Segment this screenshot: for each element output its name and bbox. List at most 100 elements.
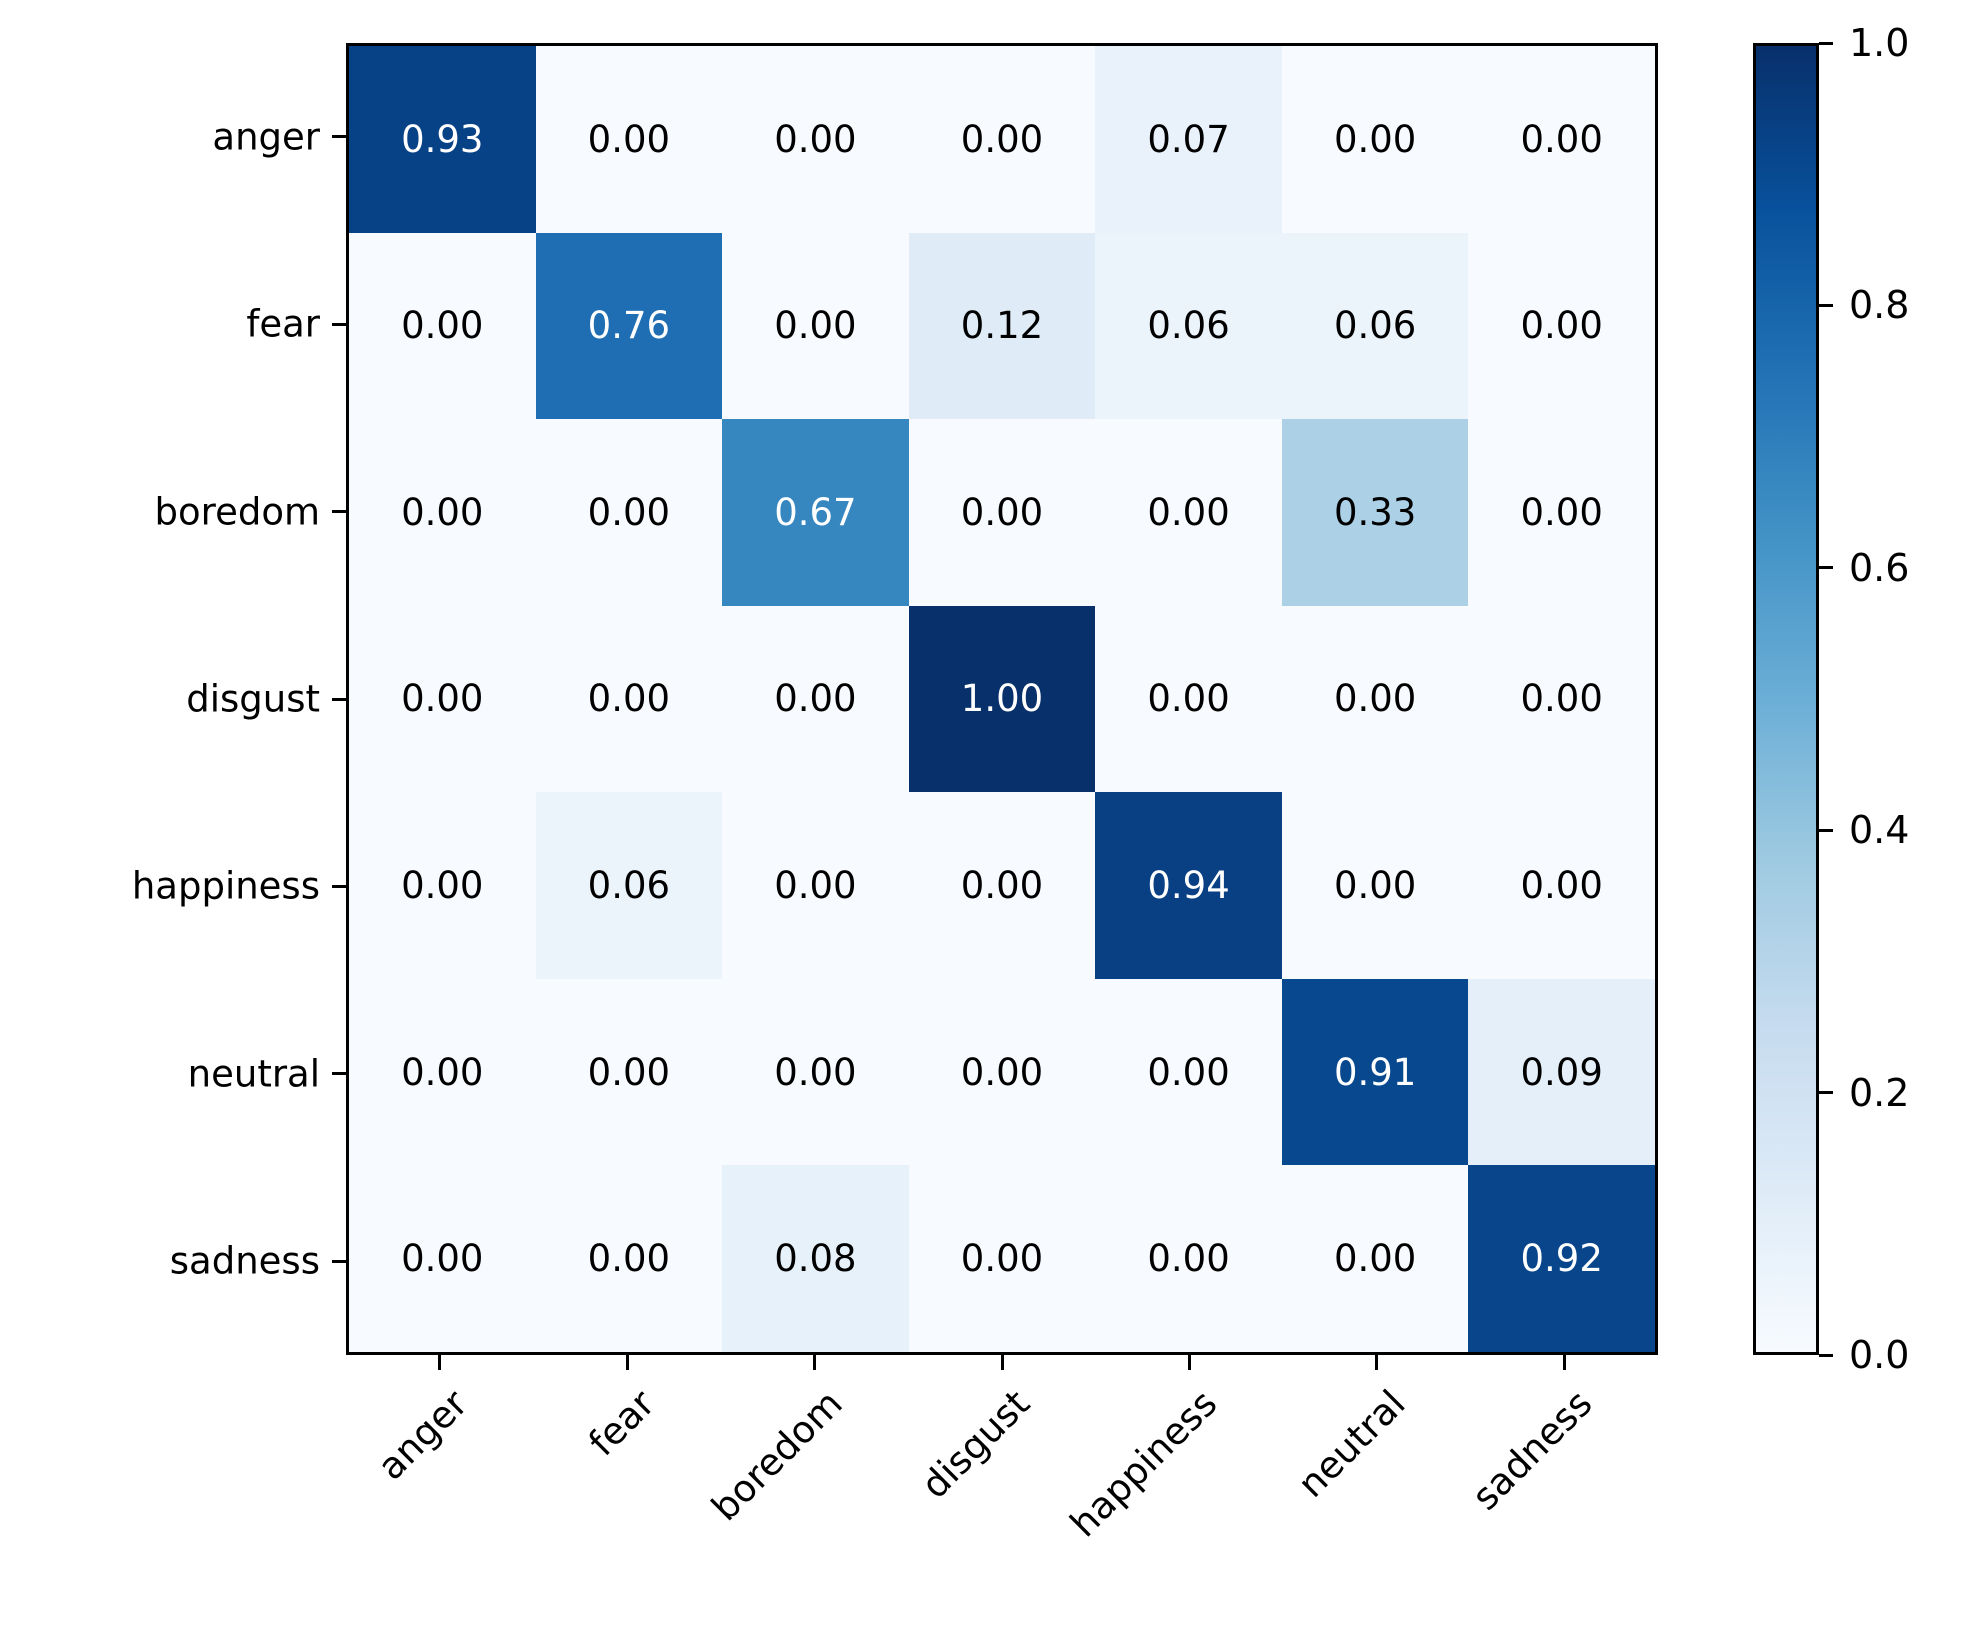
cell-value: 0.91 [1333, 1050, 1417, 1094]
x-tick-label-sadness: sadness [1463, 1381, 1601, 1519]
cell-value: 0.00 [960, 1050, 1044, 1094]
cell-value: 0.00 [401, 490, 484, 534]
cell-value: 0.00 [774, 117, 857, 161]
matrix-cell-neutral-boredom: 0.00 [722, 978, 909, 1166]
cell-value: 0.00 [960, 864, 1044, 908]
colorbar-tick-label-0.6: 0.6 [1849, 545, 1910, 590]
cell-value: 0.92 [1520, 1237, 1603, 1281]
cell-value: 0.00 [1147, 1237, 1230, 1281]
colorbar-tick-mark [1819, 566, 1833, 570]
matrix-cell-disgust-anger: 0.00 [349, 605, 536, 793]
colorbar-tick-mark [1819, 1353, 1833, 1357]
matrix-cell-happiness-sadness: 0.00 [1468, 792, 1655, 979]
cell-value: 0.00 [1520, 117, 1603, 161]
colorbar-tick-label-0.4: 0.4 [1849, 808, 1910, 853]
cell-value: 0.00 [587, 1237, 671, 1281]
matrix-cell-boredom-anger: 0.00 [349, 419, 536, 606]
matrix-cell-sadness-fear: 0.00 [535, 1165, 723, 1352]
matrix-cell-anger-happiness: 0.07 [1095, 46, 1282, 233]
cell-value: 0.00 [1520, 490, 1603, 534]
cell-value: 0.00 [401, 677, 484, 721]
matrix-cell-neutral-happiness: 0.00 [1095, 978, 1282, 1166]
matrix-cell-fear-neutral: 0.06 [1281, 232, 1469, 420]
cell-value: 0.06 [1333, 304, 1417, 348]
colorbar [1753, 43, 1819, 1355]
matrix-cell-sadness-boredom: 0.08 [722, 1165, 909, 1352]
matrix-cell-happiness-disgust: 0.00 [908, 792, 1096, 979]
colorbar-tick-label-0.2: 0.2 [1849, 1070, 1910, 1115]
cell-value: 0.00 [774, 864, 857, 908]
matrix-cell-happiness-anger: 0.00 [349, 792, 536, 979]
cell-value: 0.00 [401, 1237, 484, 1281]
x-tick-label-disgust: disgust [913, 1381, 1039, 1507]
cell-value: 0.07 [1147, 117, 1230, 161]
cell-value: 0.00 [587, 677, 671, 721]
colorbar-tick-mark [1819, 1091, 1833, 1095]
cell-value: 0.00 [774, 1050, 857, 1094]
colorbar-tick-label-0.0: 0.0 [1849, 1333, 1910, 1377]
x-tick-mark [813, 1355, 817, 1370]
cell-value: 0.00 [1333, 677, 1417, 721]
x-tick-label-anger: anger [369, 1381, 477, 1489]
matrix-cell-anger-neutral: 0.00 [1281, 46, 1469, 233]
matrix-cell-sadness-neutral: 0.00 [1281, 1165, 1469, 1352]
cell-value: 0.06 [1147, 304, 1230, 348]
cell-value: 0.00 [1520, 304, 1603, 348]
y-tick-mark [332, 322, 346, 326]
y-tick-label-sadness: sadness [169, 1239, 320, 1283]
matrix-cell-happiness-boredom: 0.00 [722, 792, 909, 979]
y-tick-label-neutral: neutral [187, 1052, 320, 1096]
y-tick-mark [332, 884, 346, 888]
matrix-cell-fear-disgust: 0.12 [908, 232, 1096, 420]
matrix-cell-anger-boredom: 0.00 [722, 46, 909, 233]
matrix-cell-neutral-disgust: 0.00 [908, 978, 1096, 1166]
matrix-cell-sadness-anger: 0.00 [349, 1165, 536, 1352]
colorbar-tick-mark [1819, 303, 1833, 307]
matrix-cell-fear-boredom: 0.00 [722, 232, 909, 420]
x-tick-label-happiness: happiness [1062, 1381, 1226, 1546]
cell-value: 0.00 [1147, 490, 1230, 534]
y-tick-mark [332, 135, 346, 139]
matrix-cell-fear-anger: 0.00 [349, 232, 536, 420]
matrix-cell-fear-fear: 0.76 [535, 232, 723, 420]
cell-value: 0.00 [401, 864, 484, 908]
matrix-cell-disgust-disgust: 1.00 [908, 605, 1096, 793]
cell-value: 0.00 [774, 304, 857, 348]
cell-value: 0.09 [1520, 1050, 1603, 1094]
matrix-cell-anger-fear: 0.00 [535, 46, 723, 233]
matrix-cell-disgust-neutral: 0.00 [1281, 605, 1469, 793]
cell-value: 0.08 [774, 1237, 857, 1281]
y-tick-mark [332, 1259, 346, 1263]
heatmap-plot-area: 0.93 0.00 0.00 0.00 0.07 0.00 0.00 0.00 0.76 0.00… [346, 43, 1658, 1355]
cell-value: 0.00 [1333, 117, 1417, 161]
cell-value: 0.00 [774, 677, 857, 721]
cell-value: 0.76 [587, 304, 671, 348]
cell-value: 0.00 [960, 1237, 1044, 1281]
matrix-cell-fear-sadness: 0.00 [1468, 232, 1655, 420]
y-tick-mark [332, 1072, 346, 1076]
x-tick-label-fear: fear [580, 1381, 664, 1465]
colorbar-tick-mark [1819, 41, 1833, 45]
matrix-cell-sadness-happiness: 0.00 [1095, 1165, 1282, 1352]
matrix-cell-fear-happiness: 0.06 [1095, 232, 1282, 420]
matrix-cell-boredom-boredom: 0.67 [722, 419, 909, 606]
cell-value: 0.12 [960, 304, 1044, 348]
colorbar-tick-label-0.8: 0.8 [1849, 283, 1910, 328]
cell-value: 0.93 [401, 117, 484, 161]
matrix-cell-anger-sadness: 0.00 [1468, 46, 1655, 233]
cell-value: 0.00 [587, 1050, 671, 1094]
cell-value: 0.67 [774, 490, 857, 534]
y-tick-label-disgust: disgust [186, 677, 320, 721]
cell-value: 0.00 [1520, 864, 1603, 908]
cell-value: 1.00 [960, 677, 1044, 721]
colorbar-tick-mark [1819, 828, 1833, 832]
y-tick-label-anger: anger [212, 115, 320, 159]
y-tick-label-happiness: happiness [131, 864, 320, 908]
matrix-cell-disgust-happiness: 0.00 [1095, 605, 1282, 793]
matrix-cell-boredom-neutral: 0.33 [1281, 419, 1469, 606]
matrix-cell-anger-disgust: 0.00 [908, 46, 1096, 233]
cell-value: 0.94 [1147, 864, 1230, 908]
matrix-cell-boredom-happiness: 0.00 [1095, 419, 1282, 606]
cell-value: 0.00 [960, 490, 1044, 534]
